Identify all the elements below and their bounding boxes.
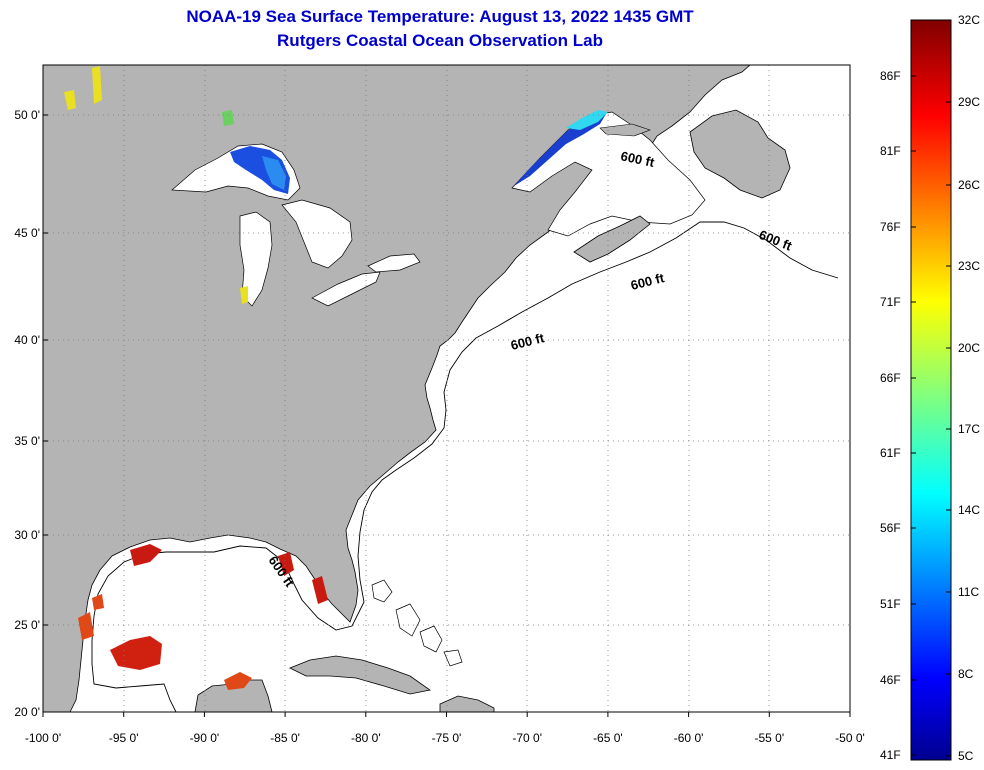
colorbar-fahrenheit-label: 71F: [880, 295, 901, 309]
colorbar-celsius-label: 5C: [958, 749, 974, 763]
colorbar-celsius-label: 32C: [958, 13, 980, 27]
colorbar-fahrenheit-label: 81F: [880, 144, 901, 158]
map-title: NOAA-19 Sea Surface Temperature: August …: [186, 7, 694, 26]
lon-label: -60 0': [674, 731, 704, 745]
lat-label: 45 0': [14, 226, 40, 240]
lat-label: 40 0': [14, 333, 40, 347]
isobath-600ft: [91, 221, 839, 712]
colorbar-fahrenheit-label: 46F: [880, 673, 901, 687]
colorbar-fahrenheit-label: 86F: [880, 69, 901, 83]
colorbar-gradient: [910, 19, 952, 761]
lon-label: -90 0': [190, 731, 220, 745]
lon-label: -55 0': [754, 731, 784, 745]
sst-lake-superior-cool: [262, 156, 286, 190]
colorbar-celsius-label: 23C: [958, 259, 980, 273]
colorbar-celsius-label: 14C: [958, 503, 980, 517]
lake-michigan: [239, 211, 273, 307]
lake-ontario: [367, 253, 421, 273]
colorbar-celsius-label: 20C: [958, 341, 980, 355]
latitude-labels: 50 0' 45 0' 40 0' 35 0' 30 0' 25 0' 20 0': [14, 108, 48, 719]
colorbar-fahrenheit-labels: 86F 81F 76F 71F 66F 61F 56F 51F 46F 41F: [880, 69, 901, 762]
lon-label: -65 0': [593, 731, 623, 745]
isobath-label: 600 ft: [619, 148, 656, 170]
map-frame: [43, 65, 850, 712]
lat-label: 25 0': [14, 618, 40, 632]
newfoundland: [689, 109, 791, 199]
lon-label: -75 0': [432, 731, 462, 745]
sst-gulf-warm-2: [130, 544, 328, 604]
colorbar-fahrenheit-label: 51F: [880, 597, 901, 611]
colorbar-fahrenheit-label: 76F: [880, 220, 901, 234]
colorbar-fahrenheit-label: 41F: [880, 748, 901, 762]
bahamas: [371, 579, 463, 667]
lat-label: 50 0': [14, 108, 40, 122]
colorbar-fahrenheit-label: 61F: [880, 446, 901, 460]
lon-label: -80 0': [351, 731, 381, 745]
sst-st-lawrence: [514, 114, 606, 186]
lon-label: -95 0': [109, 731, 139, 745]
lon-label: -70 0': [512, 731, 542, 745]
sst-lake-green: [222, 110, 234, 126]
colorbar-celsius-label: 29C: [958, 95, 980, 109]
longitude-labels: -100 0' -95 0' -90 0' -85 0' -80 0' -75 0' -70…: [25, 712, 865, 745]
lake-huron: [281, 199, 353, 269]
colorbar-fahrenheit-label: 56F: [880, 521, 901, 535]
lat-label: 20 0': [14, 705, 40, 719]
lon-label: -85 0': [270, 731, 300, 745]
colorbar-celsius-label: 26C: [958, 178, 980, 192]
sst-gulf-warm-1: [110, 636, 162, 670]
colorbar-fahrenheit-label: 66F: [880, 371, 901, 385]
sst-st-lawrence-cyan: [566, 110, 608, 130]
map-subtitle: Rutgers Coastal Ocean Observation Lab: [277, 31, 603, 50]
lat-label: 30 0': [14, 528, 40, 542]
colorbar-celsius-labels: 32C 29C 26C 23C 20C 17C 14C 11C 8C 5C: [958, 13, 980, 763]
sst-gulf-warm-3: [78, 594, 252, 690]
lat-label: 35 0': [14, 434, 40, 448]
hispaniola: [439, 695, 495, 712]
lon-label: -100 0': [25, 731, 61, 745]
nova-scotia: [573, 215, 651, 263]
cuba: [289, 655, 431, 695]
colorbar-celsius-label: 8C: [958, 667, 974, 681]
colorbar-celsius-label: 11C: [958, 585, 979, 599]
lon-label: -50 0': [835, 731, 865, 745]
colorbar-celsius-label: 17C: [958, 422, 980, 436]
lake-erie: [311, 271, 381, 307]
anticosti-island: [599, 123, 651, 137]
colorbar-ticks: [911, 19, 951, 757]
